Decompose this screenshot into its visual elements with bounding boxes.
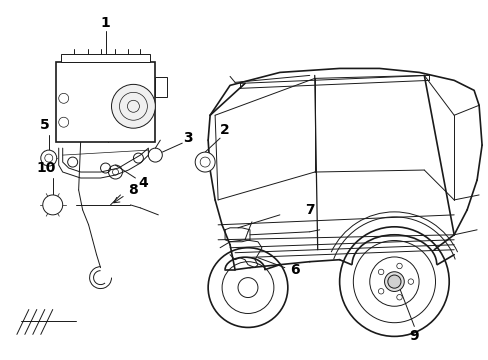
Text: 10: 10	[36, 161, 55, 175]
Polygon shape	[61, 54, 150, 62]
Circle shape	[387, 275, 400, 288]
Circle shape	[195, 152, 215, 172]
Circle shape	[42, 195, 62, 215]
Circle shape	[41, 150, 57, 166]
Text: 6: 6	[289, 263, 299, 276]
Text: 3: 3	[183, 131, 193, 145]
Text: 2: 2	[220, 123, 229, 137]
Circle shape	[384, 272, 404, 292]
Circle shape	[111, 84, 155, 128]
Text: 5: 5	[40, 118, 50, 132]
Text: 4: 4	[138, 176, 148, 190]
Text: 7: 7	[305, 203, 314, 217]
Polygon shape	[56, 62, 155, 142]
Text: 8: 8	[128, 183, 138, 197]
Text: 1: 1	[101, 15, 110, 30]
Polygon shape	[155, 77, 167, 97]
Text: 9: 9	[408, 329, 418, 343]
